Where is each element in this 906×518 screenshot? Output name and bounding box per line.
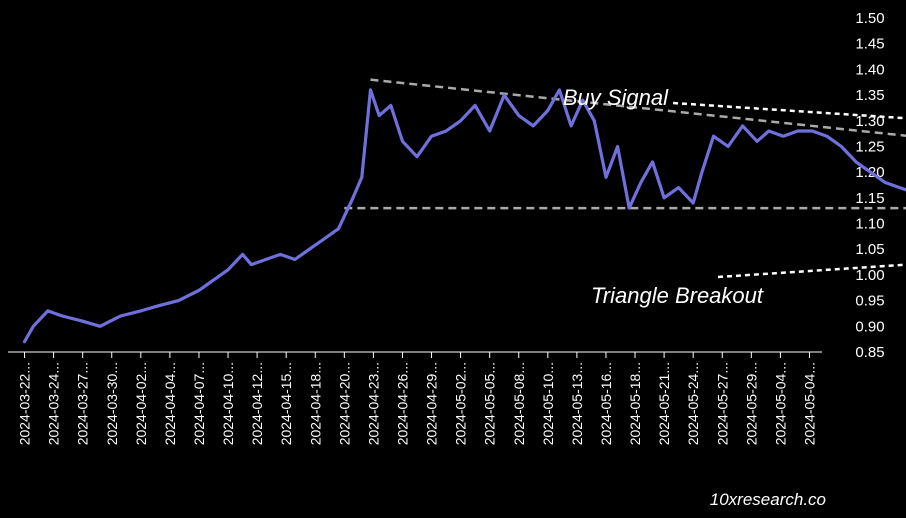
y-tick-label: 1.50 [855,10,884,27]
x-tick-label: 2024-05-04... [772,362,788,445]
x-tick-label: 2024-04-02... [133,362,149,445]
y-tick-label: 1.10 [855,216,884,233]
x-axis: 2024-03-22... 2024-03-24... 2024-03-27... 2… [17,352,817,445]
x-tick-label: 2024-05-04... [801,362,817,445]
y-tick-label: 0.95 [855,293,884,310]
x-tick-label: 2024-04-23... [365,362,381,445]
x-tick-label: 2024-05-16... [598,362,614,445]
buy-signal-label: Buy Signal [563,85,669,110]
x-tick-label: 2024-05-10... [540,362,556,445]
y-axis: 1.501.451.401.351.301.251.201.151.101.05… [855,10,884,361]
x-tick-label: 2024-04-10... [220,362,236,445]
x-tick-label: 2024-04-18... [307,362,323,445]
x-tick-label: 2024-04-07... [191,362,207,445]
trendlines [344,78,906,210]
x-tick-label: 2024-03-30... [104,362,120,445]
y-tick-label: 1.00 [855,267,884,284]
x-tick-label: 2024-04-20... [336,362,352,445]
x-tick-label: 2024-03-27... [75,362,91,445]
triangle-breakout-arrow [717,263,906,279]
x-tick-label: 2024-04-12... [249,362,265,445]
x-tick-label: 2024-05-21... [656,362,672,445]
x-tick-label: 2024-03-24... [46,362,62,445]
x-tick-label: 2024-05-18... [627,362,643,445]
x-tick-label: 2024-04-26... [394,362,410,445]
x-tick-label: 2024-05-13... [569,362,585,445]
y-tick-label: 1.25 [855,138,884,155]
x-tick-label: 2024-04-15... [278,362,294,445]
y-tick-label: 1.35 [855,87,884,104]
y-tick-label: 1.40 [855,61,884,78]
y-tick-label: 1.05 [855,241,884,258]
x-tick-label: 2024-04-04... [162,362,178,445]
price-series-line [22,88,906,344]
y-tick-label: 0.85 [855,344,884,361]
y-tick-label: 1.45 [855,36,884,53]
x-tick-label: 2024-05-08... [511,362,527,445]
x-tick-label: 2024-05-24... [685,362,701,445]
watermark-text: 10xresearch.co [710,490,826,509]
x-tick-label: 2024-05-27... [714,362,730,445]
x-tick-label: 2024-04-29... [424,362,440,445]
x-tick-label: 2024-03-22... [17,362,33,445]
y-tick-label: 1.30 [855,113,884,130]
triangle-breakout-label: Triangle Breakout [591,283,764,308]
x-tick-label: 2024-05-29... [743,362,759,445]
x-tick-label: 2024-05-02... [453,362,469,445]
x-tick-label: 2024-05-05... [482,362,498,445]
y-tick-label: 1.15 [855,190,884,207]
y-tick-label: 0.90 [855,318,884,335]
